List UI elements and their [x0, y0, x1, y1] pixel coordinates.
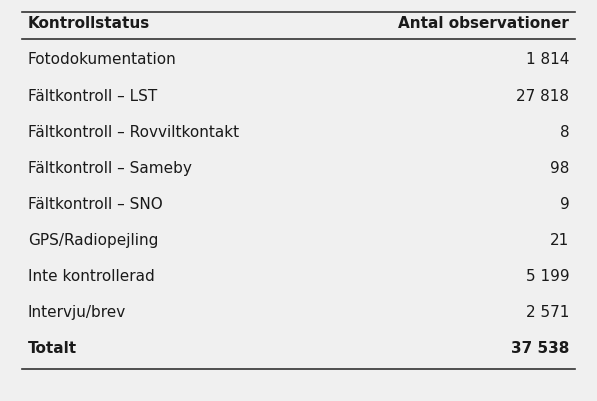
Text: Kontrollstatus: Kontrollstatus — [27, 16, 150, 31]
Text: 5 199: 5 199 — [526, 269, 570, 284]
Text: GPS/Radiopejling: GPS/Radiopejling — [27, 233, 158, 248]
Text: Antal observationer: Antal observationer — [398, 16, 570, 31]
Text: Fältkontroll – SNO: Fältkontroll – SNO — [27, 197, 162, 212]
Text: 98: 98 — [550, 161, 570, 176]
Text: Fältkontroll – Rovviltkontakt: Fältkontroll – Rovviltkontakt — [27, 125, 239, 140]
Text: 21: 21 — [550, 233, 570, 248]
Text: 9: 9 — [559, 197, 570, 212]
Text: 2 571: 2 571 — [526, 305, 570, 320]
Text: Fältkontroll – Sameby: Fältkontroll – Sameby — [27, 161, 192, 176]
Text: 27 818: 27 818 — [516, 89, 570, 103]
Text: Inte kontrollerad: Inte kontrollerad — [27, 269, 155, 284]
Text: Fotodokumentation: Fotodokumentation — [27, 53, 177, 67]
Text: Totalt: Totalt — [27, 341, 77, 356]
Text: Intervju/brev: Intervju/brev — [27, 305, 126, 320]
Text: Fältkontroll – LST: Fältkontroll – LST — [27, 89, 157, 103]
Text: 1 814: 1 814 — [526, 53, 570, 67]
Text: 37 538: 37 538 — [511, 341, 570, 356]
Text: 8: 8 — [559, 125, 570, 140]
